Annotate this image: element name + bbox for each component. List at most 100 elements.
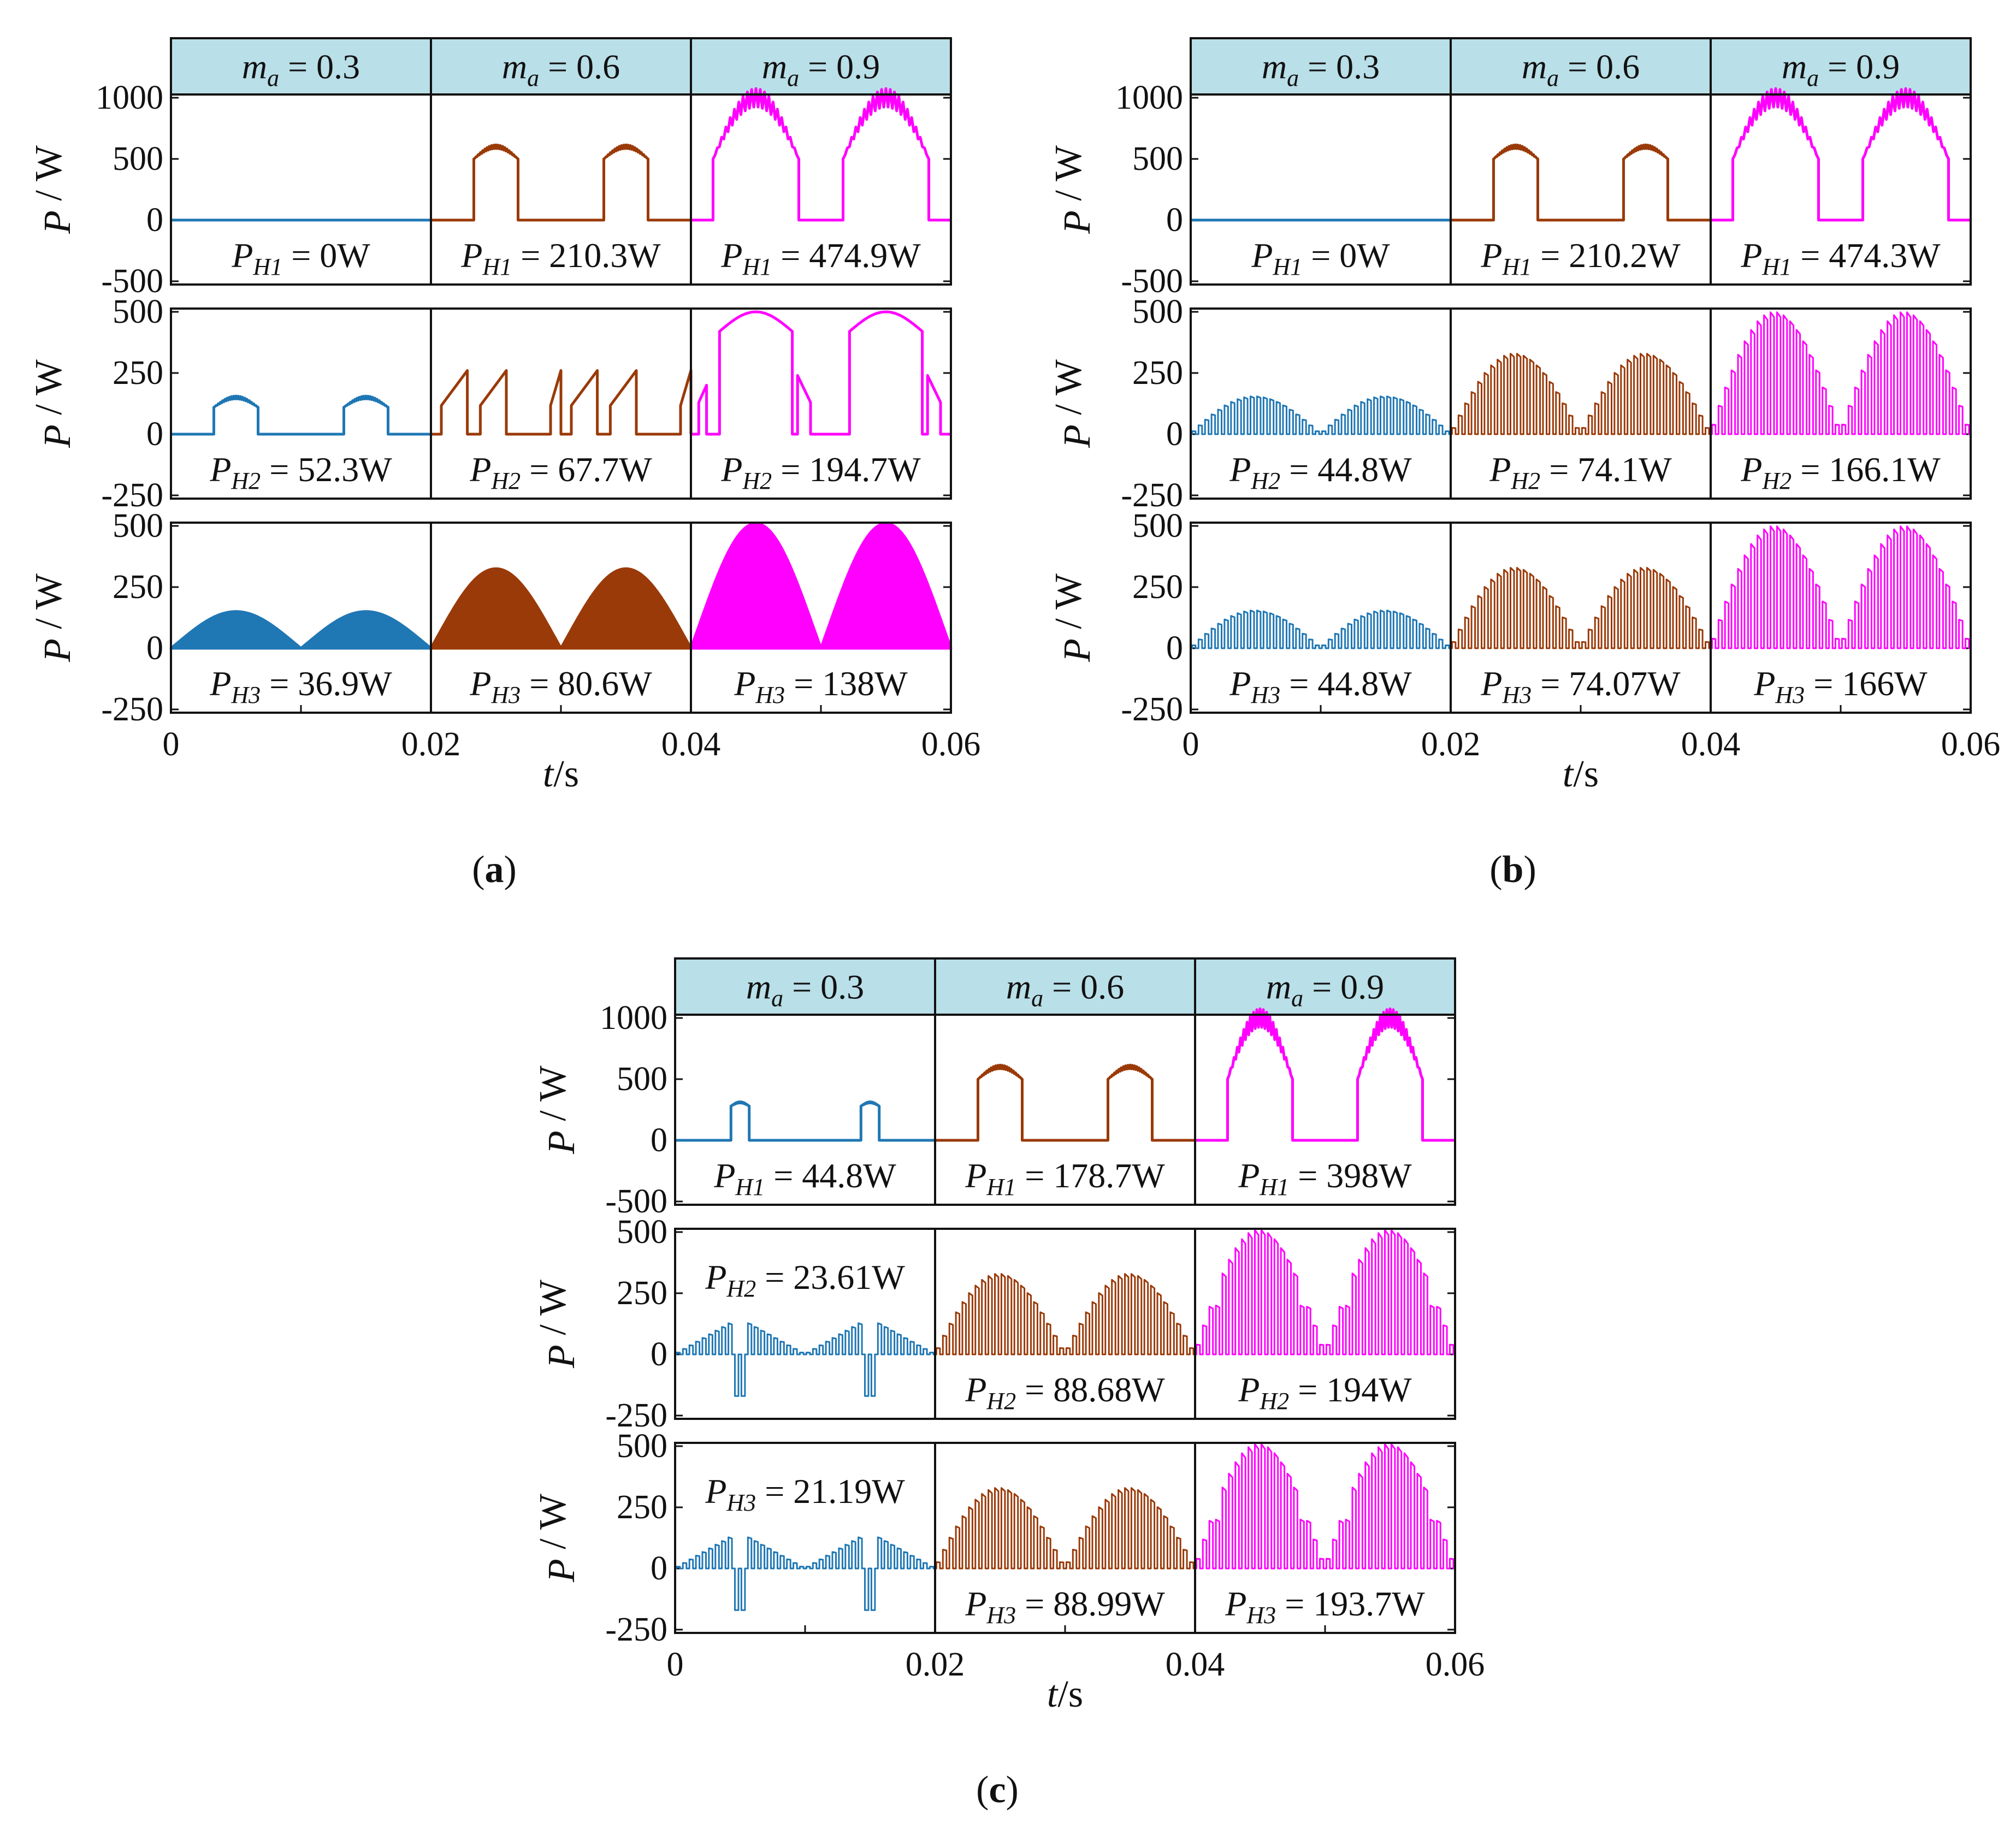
cell-frame	[690, 93, 952, 286]
y-tick-label: 1000	[1115, 79, 1183, 116]
x-tick-label: 0.06	[1941, 726, 2001, 763]
series-b-row3-ma0.6	[1451, 567, 1711, 649]
y-tick-label: 500	[1132, 507, 1183, 544]
average-power-annotation: PH2 = 44.8W	[1229, 450, 1412, 494]
y-tick-label: -250	[101, 477, 163, 514]
panel-label: (a)	[472, 849, 517, 891]
y-tick-label: 250	[113, 569, 163, 606]
x-axis-label: t/s	[1563, 753, 1599, 795]
cell-frame	[1710, 93, 1972, 286]
average-power-annotation: PH2 = 74.1W	[1489, 450, 1672, 494]
x-tick-label: 0.06	[1426, 1646, 1485, 1683]
x-tick-label: 0.04	[1681, 726, 1741, 763]
average-power-annotation: PH2 = 23.61W	[705, 1258, 905, 1302]
series-c-row1-ma0.6	[935, 1063, 1195, 1142]
y-tick-label: -250	[1121, 477, 1183, 514]
average-power-annotation: PH1 = 210.2W	[1480, 236, 1681, 280]
average-power-annotation: PH3 = 166W	[1753, 664, 1928, 708]
y-tick-label: 500	[113, 507, 163, 544]
x-tick-label: 0	[163, 726, 180, 763]
average-power-annotation: PH3 = 138W	[734, 664, 908, 708]
series-a-row3-ma0.6	[429, 567, 693, 650]
average-power-annotation: PH1 = 474.3W	[1740, 236, 1941, 280]
cell-frame	[1194, 1228, 1456, 1420]
average-power-annotation: PH3 = 21.19W	[705, 1472, 905, 1516]
average-power-annotation: PH1 = 178.7W	[965, 1156, 1165, 1200]
column-header-b-1	[1450, 37, 1712, 96]
y-tick-label: 500	[1132, 140, 1183, 177]
series-c-row1-ma0.3	[675, 1100, 935, 1142]
x-tick-label: 0	[667, 1646, 684, 1683]
column-header-a-0	[170, 37, 432, 96]
y-tick-label: 250	[1132, 354, 1183, 392]
y-tick-label: 500	[113, 140, 163, 177]
y-tick-label: 1000	[600, 999, 667, 1037]
y-tick-label: -250	[605, 1611, 667, 1648]
column-header-a-2	[690, 37, 952, 96]
y-axis-label: P / W	[28, 145, 79, 234]
average-power-annotation: PH3 = 36.9W	[209, 664, 392, 708]
panel-b: ma = 0.3 ma = 0.6 ma = 0.9 -500 0 500 1000 P / …	[1048, 37, 2001, 891]
series-a-row2-ma0.9	[691, 310, 951, 436]
y-tick-label: -250	[605, 1397, 667, 1434]
average-power-annotation: PH2 = 52.3W	[209, 450, 392, 494]
cell-frame	[1710, 307, 1972, 500]
series-c-row3-ma0.6	[935, 1487, 1195, 1570]
x-tick-label: 0	[1183, 726, 1199, 763]
y-tick-label: 0	[1166, 416, 1183, 453]
x-tick-label: 0.04	[661, 726, 721, 763]
y-tick-label: 500	[617, 1428, 667, 1465]
average-power-annotation: PH2 = 166.1W	[1740, 450, 1941, 494]
series-c-row2-ma0.6	[935, 1273, 1195, 1355]
y-tick-label: 250	[617, 1275, 667, 1312]
x-tick-label: 0.04	[1166, 1646, 1225, 1683]
y-tick-label: 0	[146, 630, 163, 667]
y-tick-label: 0	[1166, 630, 1183, 667]
panel-c: ma = 0.3 ma = 0.6 ma = 0.9 -500 0 500 1000 P / …	[532, 957, 1485, 1811]
column-header-c-1	[934, 957, 1196, 1016]
y-tick-label: 0	[146, 202, 163, 239]
cell-frame	[1194, 1014, 1456, 1206]
column-header-label: ma = 0.9	[762, 48, 880, 92]
series-a-row1-ma0.9	[691, 87, 951, 222]
column-header-c-0	[674, 957, 936, 1016]
y-tick-label: -500	[605, 1183, 667, 1220]
y-axis-label: P / W	[28, 359, 79, 448]
y-tick-label: -250	[101, 691, 163, 728]
series-b-row3-ma0.9	[1711, 525, 1971, 649]
y-tick-label: 1000	[96, 79, 163, 116]
average-power-annotation: PH2 = 194W	[1238, 1370, 1412, 1414]
series-c-row2-ma0.9	[1195, 1229, 1455, 1355]
x-tick-label: 0.02	[906, 1646, 965, 1683]
average-power-annotation: PH3 = 74.07W	[1480, 664, 1681, 708]
panel-label: (c)	[976, 1769, 1019, 1811]
average-power-annotation: PH3 = 44.8W	[1229, 664, 1412, 708]
y-tick-label: 0	[651, 1336, 667, 1373]
cell-frame	[690, 307, 952, 500]
y-tick-label: 0	[651, 1550, 667, 1587]
x-axis-label: t/s	[1047, 1673, 1083, 1715]
x-tick-label: 0.06	[921, 726, 981, 763]
y-tick-label: 500	[113, 293, 163, 330]
series-a-row3-ma0.9	[689, 522, 953, 650]
column-header-label: ma = 0.3	[1262, 48, 1380, 92]
y-axis-label: P / W	[1048, 573, 1098, 662]
average-power-annotation: PH3 = 193.7W	[1225, 1584, 1425, 1629]
average-power-annotation: PH2 = 194.7W	[720, 450, 921, 494]
y-axis-label: P / W	[1048, 145, 1098, 234]
column-header-label: ma = 0.9	[1782, 48, 1900, 92]
y-tick-label: -500	[1121, 263, 1183, 300]
y-axis-label: P / W	[1048, 359, 1098, 448]
column-header-label: ma = 0.6	[1006, 968, 1124, 1012]
x-tick-label: 0.02	[401, 726, 461, 763]
y-axis-label: P / W	[532, 1280, 583, 1369]
series-c-row3-ma0.3	[675, 1536, 935, 1611]
y-tick-label: 250	[1132, 569, 1183, 606]
y-axis-label: P / W	[532, 1494, 583, 1583]
y-axis-label: P / W	[28, 573, 79, 662]
series-c-row1-ma0.9	[1195, 1007, 1455, 1142]
series-b-row3-ma0.3	[1191, 609, 1451, 649]
series-a-row2-ma0.6	[431, 369, 693, 436]
y-tick-label: -250	[1121, 691, 1183, 728]
